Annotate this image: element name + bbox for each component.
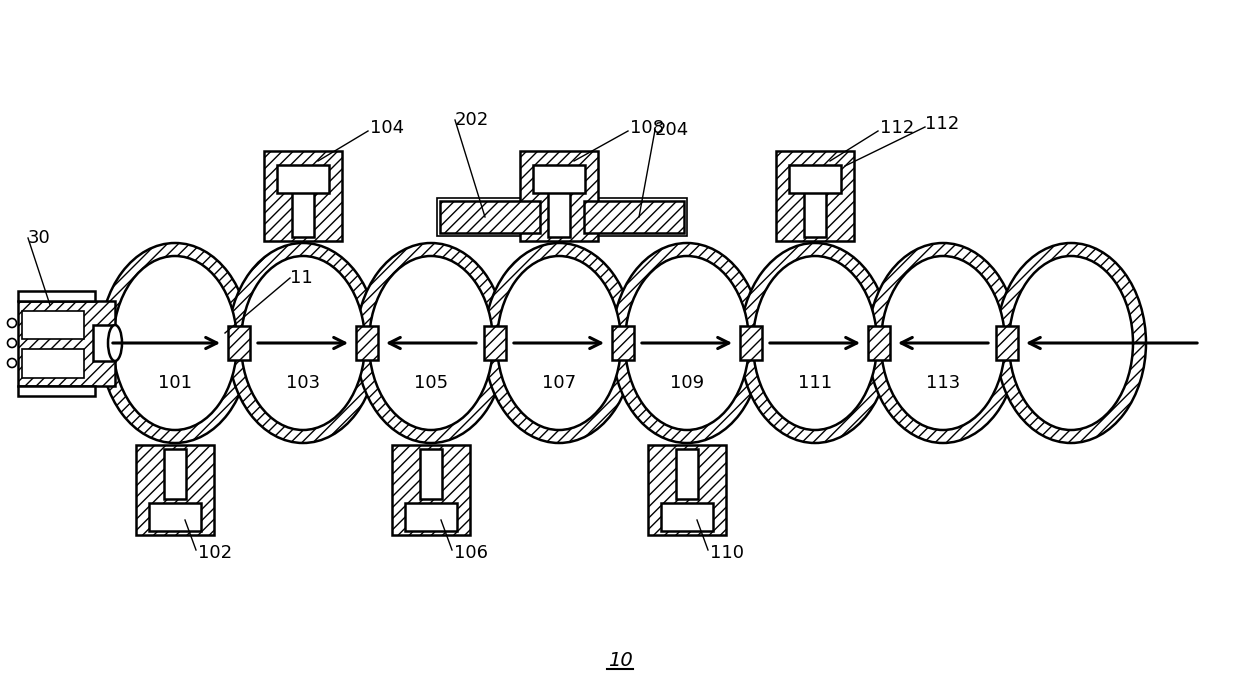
Ellipse shape (625, 256, 749, 430)
Bar (405, 503, 458, 531)
Circle shape (7, 339, 16, 348)
Circle shape (7, 359, 16, 368)
Text: 104: 104 (370, 119, 404, 137)
Bar (136, 445, 215, 535)
Text: 102: 102 (198, 544, 232, 562)
Bar (149, 503, 201, 531)
Bar (996, 326, 1018, 360)
Bar (22, 349, 84, 378)
Bar (484, 326, 506, 360)
Ellipse shape (113, 256, 237, 430)
Text: 113: 113 (926, 374, 960, 392)
Ellipse shape (356, 243, 506, 443)
Bar (19, 385, 95, 396)
Bar (661, 503, 713, 531)
Bar (613, 326, 634, 360)
Bar (440, 201, 539, 233)
Ellipse shape (1009, 256, 1133, 430)
Bar (740, 326, 763, 360)
Text: 204: 204 (655, 121, 689, 139)
Text: 106: 106 (454, 544, 489, 562)
Bar (776, 151, 854, 241)
Ellipse shape (484, 243, 634, 443)
Bar (22, 311, 84, 339)
Bar (649, 445, 725, 535)
Text: 30: 30 (29, 229, 51, 247)
Ellipse shape (228, 243, 378, 443)
Ellipse shape (740, 243, 890, 443)
Bar (19, 301, 115, 385)
Text: 112: 112 (880, 119, 914, 137)
Text: 103: 103 (286, 374, 320, 392)
Bar (420, 449, 441, 499)
Bar (676, 449, 698, 499)
Bar (264, 151, 342, 241)
Ellipse shape (370, 256, 494, 430)
Text: 107: 107 (542, 374, 577, 392)
Text: 109: 109 (670, 374, 704, 392)
Text: 101: 101 (157, 374, 192, 392)
Text: 10: 10 (608, 651, 632, 669)
Bar (19, 290, 95, 301)
Bar (804, 187, 826, 237)
Text: 112: 112 (925, 115, 960, 133)
Bar (868, 326, 890, 360)
Ellipse shape (880, 256, 1004, 430)
Bar (392, 445, 470, 535)
Ellipse shape (241, 256, 365, 430)
Ellipse shape (108, 325, 122, 361)
Bar (789, 165, 841, 193)
Text: 108: 108 (630, 119, 663, 137)
Bar (548, 187, 570, 237)
Bar (277, 165, 329, 193)
Ellipse shape (100, 243, 250, 443)
Circle shape (7, 318, 16, 327)
Text: 110: 110 (711, 544, 744, 562)
Ellipse shape (868, 243, 1018, 443)
Bar (436, 198, 543, 236)
Bar (93, 325, 115, 361)
Bar (584, 201, 684, 233)
Bar (228, 326, 250, 360)
Ellipse shape (996, 243, 1146, 443)
Bar (291, 187, 314, 237)
Bar (520, 151, 598, 241)
Ellipse shape (753, 256, 877, 430)
Text: 111: 111 (797, 374, 832, 392)
Ellipse shape (613, 243, 763, 443)
Text: 11: 11 (290, 269, 312, 287)
Text: 105: 105 (414, 374, 448, 392)
Bar (356, 326, 378, 360)
Ellipse shape (497, 256, 621, 430)
Text: 202: 202 (455, 111, 490, 129)
Bar (582, 198, 687, 236)
Bar (533, 165, 585, 193)
Bar (164, 449, 186, 499)
